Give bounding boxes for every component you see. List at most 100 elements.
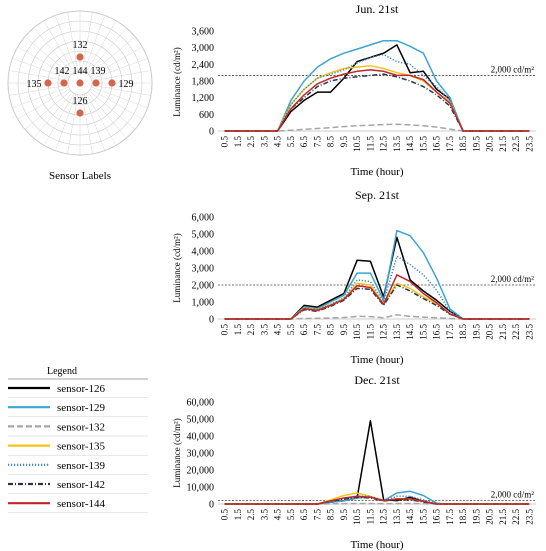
x-tick-label: 0.5 — [220, 509, 230, 521]
dome-spoke — [55, 15, 77, 72]
reference-label: 2,000 cd/m² — [491, 490, 534, 500]
dome-spoke — [83, 15, 105, 72]
y-tick-label: 1,200 — [192, 93, 215, 104]
dome-spoke — [33, 27, 73, 74]
sensor-dot-129 — [108, 79, 116, 87]
dome-spoke — [91, 84, 151, 96]
x-tick-label: 21.5 — [498, 324, 508, 340]
legend-title: Legend — [47, 366, 77, 377]
dome-spoke — [89, 90, 136, 130]
sensor-label-139: 139 — [91, 66, 106, 77]
y-tick-label: 3,600 — [192, 27, 215, 38]
dome-spoke — [89, 36, 136, 76]
dome-spoke — [43, 20, 75, 73]
x-tick-label: 19.5 — [471, 136, 481, 152]
dome-spoke — [90, 88, 143, 120]
x-tick-label: 23.5 — [524, 324, 534, 340]
x-tick-label: 20.5 — [485, 324, 495, 340]
legend-items: sensor-126 sensor-129 sensor-132 sensor-135… — [8, 378, 148, 514]
x-tick-label: 19.5 — [471, 324, 481, 340]
reference-label: 2,000 cd/m² — [491, 274, 534, 284]
dome-spoke — [67, 94, 79, 154]
x-tick-label: 13.5 — [392, 324, 402, 340]
dome-spoke — [24, 90, 71, 130]
dome-spoke — [67, 12, 79, 72]
x-tick-label: 6.5 — [299, 324, 309, 336]
sensor-label-129: 129 — [119, 79, 134, 90]
x-tick-label: 4.5 — [273, 324, 283, 336]
dome-spoke — [24, 36, 71, 76]
y-axis-label: Luminance (cd/m²) — [172, 47, 182, 116]
x-tick-label: 11.5 — [365, 324, 375, 340]
y-tick-label: 30,000 — [187, 449, 215, 460]
chart-dec-21: Dec. 21st Luminance (cd/m²) 0 10,000 20,000 3… — [172, 373, 536, 551]
x-tick-label: 6.5 — [299, 509, 309, 521]
dome-spoke — [85, 93, 117, 146]
x-tick-label: 5.5 — [286, 509, 296, 521]
x-tick-label: 12.5 — [379, 324, 389, 340]
sensor-dot-139 — [92, 79, 100, 87]
x-tick-label: 11.5 — [365, 509, 375, 525]
x-tick-label: 10.5 — [352, 509, 362, 525]
y-tick-label: 60,000 — [187, 398, 215, 409]
x-tick-label: 1.5 — [233, 509, 243, 521]
series-line-sensor-126 — [224, 236, 530, 320]
x-tick-label: 15.5 — [418, 136, 428, 152]
x-tick-label: 3.5 — [259, 136, 269, 148]
dome-spoke — [91, 86, 148, 108]
dome-spoke — [81, 12, 93, 72]
chart-sep-21: Sep. 21st Luminance (cd/m²) 0 1,000 2,000 3,0… — [172, 188, 536, 366]
dome-spoke — [33, 92, 73, 139]
x-tick-label: 22.5 — [511, 324, 521, 340]
x-tick-label: 16.5 — [432, 509, 442, 525]
x-tick-label: 17.5 — [445, 136, 455, 152]
sensor-dots: 132 135 142 144 139 129 126 — [27, 40, 134, 117]
y-tick-label: 1,800 — [192, 77, 215, 88]
x-tick-label: 5.5 — [286, 136, 296, 148]
legend-label-sensor-135: sensor-135 — [57, 441, 106, 453]
series-line-sensor-129 — [224, 490, 530, 505]
y-tick-label: 50,000 — [187, 415, 215, 426]
dome-spoke — [12, 86, 69, 108]
x-tick-label: 23.5 — [524, 509, 534, 525]
y-tick-label: 3,000 — [192, 264, 215, 275]
x-tick-label: 13.5 — [392, 509, 402, 525]
y-tick-label: 0 — [209, 500, 214, 511]
sensor-label-135: 135 — [27, 79, 42, 90]
x-tick-label: 11.5 — [365, 136, 375, 152]
series-line-sensor-144 — [224, 495, 530, 505]
sensor-dot-126 — [76, 109, 84, 117]
legend-label-sensor-142: sensor-142 — [57, 479, 105, 491]
x-tick-label: 3.5 — [259, 509, 269, 521]
x-tick-label: 19.5 — [471, 509, 481, 525]
x-tick-label: 0.5 — [220, 136, 230, 148]
x-tick-label: 10.5 — [352, 324, 362, 340]
x-tick-label: 1.5 — [233, 324, 243, 336]
sensor-label-142: 142 — [55, 66, 70, 77]
x-axis-label: Time (hour) — [350, 166, 403, 178]
dome-spoke — [90, 46, 143, 78]
series-line-sensor-129 — [224, 39, 530, 132]
x-tick-label: 12.5 — [379, 509, 389, 525]
x-tick-label: 0.5 — [220, 324, 230, 336]
series-line-sensor-129 — [224, 229, 530, 320]
x-tick-label: 16.5 — [432, 136, 442, 152]
x-tick-label: 20.5 — [485, 509, 495, 525]
y-tick-label: 4,000 — [192, 247, 215, 258]
sensor-dot-142 — [60, 79, 68, 87]
x-tick-label: 7.5 — [312, 136, 322, 148]
dome-spoke — [85, 20, 117, 73]
dome-spoke — [9, 84, 69, 96]
x-tick-label: 14.5 — [405, 136, 415, 152]
y-axis-label: Luminance (cd/m²) — [172, 418, 182, 487]
x-tick-label: 12.5 — [379, 136, 389, 152]
sensor-dot-144 — [76, 79, 84, 87]
x-tick-label: 8.5 — [326, 509, 336, 521]
x-tick-label: 15.5 — [418, 324, 428, 340]
dome-spoke — [87, 92, 127, 139]
x-axis-label: Time (hour) — [350, 539, 403, 551]
series-line-sensor-139 — [224, 53, 530, 132]
x-tick-label: 22.5 — [511, 509, 521, 525]
x-tick-label: 17.5 — [445, 509, 455, 525]
y-tick-label: 2,400 — [192, 60, 215, 71]
